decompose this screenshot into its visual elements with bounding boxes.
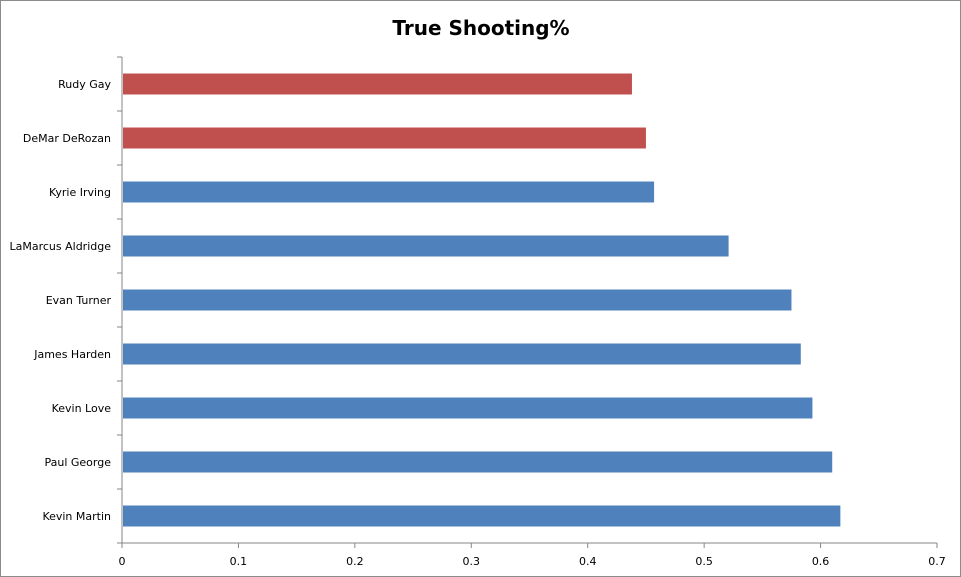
category-label: Evan Turner — [46, 294, 112, 307]
bar — [123, 289, 792, 311]
category-label: Kevin Love — [52, 402, 112, 415]
x-tick-label: 0 — [119, 555, 126, 568]
bar — [123, 127, 646, 149]
bar — [123, 73, 632, 95]
x-tick-label: 0.4 — [579, 555, 597, 568]
x-tick-label: 0.6 — [812, 555, 830, 568]
bar — [123, 397, 813, 419]
category-label: Rudy Gay — [58, 78, 111, 91]
bar — [123, 235, 729, 257]
category-label: DeMar DeRozan — [23, 132, 111, 145]
x-tick-label: 0.1 — [230, 555, 248, 568]
category-label: Kevin Martin — [42, 510, 111, 523]
x-tick-label: 0.3 — [463, 555, 481, 568]
bar — [123, 343, 801, 365]
chart-title: True Shooting% — [392, 16, 569, 40]
bar — [123, 181, 655, 203]
category-label: Kyrie Irving — [49, 186, 111, 199]
x-tick-label: 0.2 — [346, 555, 364, 568]
category-label: Paul George — [44, 456, 111, 469]
x-tick-label: 0.5 — [695, 555, 713, 568]
bar — [123, 505, 841, 527]
category-label: LaMarcus Aldridge — [9, 240, 111, 253]
plot-area: 0 0.1 0.2 0.3 0.4 0.5 0.6 0.7 Kevin Martin Paul G… — [9, 56, 946, 568]
x-tick-label: 0.7 — [928, 555, 946, 568]
bar — [123, 451, 833, 473]
category-label: James Harden — [33, 348, 111, 361]
